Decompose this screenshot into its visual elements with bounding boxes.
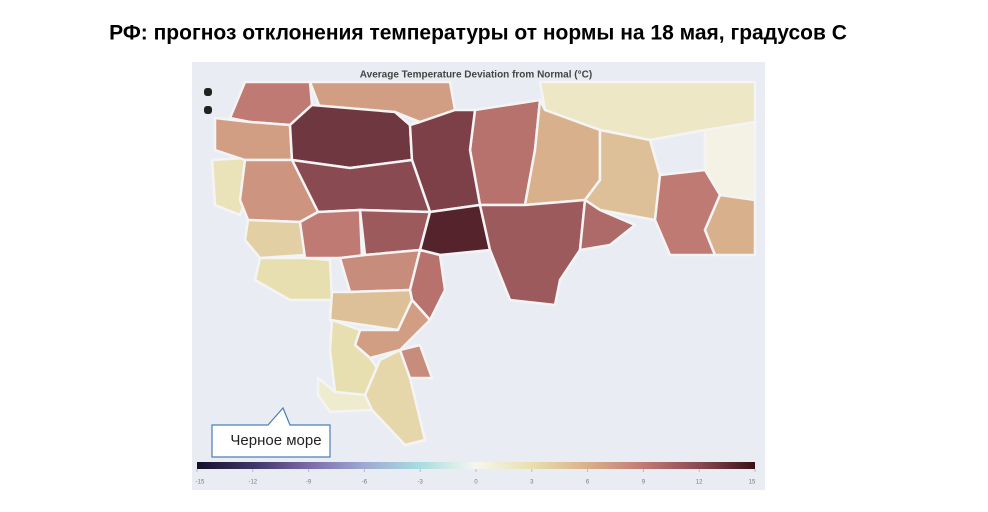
region: [243, 218, 307, 260]
colorbar-tick-label: 3: [530, 480, 534, 486]
map-title: Average Temperature Deviation from Norma…: [360, 70, 592, 81]
callout-box: [211, 406, 331, 458]
region: [478, 198, 587, 307]
map-control[interactable]: [204, 88, 212, 96]
colorbar-bar: [197, 462, 755, 469]
colorbar-tick-label: 15: [749, 480, 756, 486]
callout-label: Черное море: [230, 432, 321, 449]
region: [288, 103, 414, 170]
region: [578, 198, 637, 252]
colorbar-tick-label: -6: [362, 480, 368, 486]
colorbar-tick-label: 0: [474, 480, 478, 486]
region: [418, 203, 492, 257]
map-control[interactable]: [204, 106, 212, 114]
colorbar-tick-label: -12: [248, 480, 257, 486]
colorbar-tick-label: 9: [642, 480, 646, 486]
region: [298, 208, 364, 260]
region: [338, 248, 422, 294]
colorbar-tick-label: -9: [306, 480, 312, 486]
region: [703, 193, 757, 257]
colorbar-tick-label: -15: [196, 480, 205, 486]
colorbar-tick-label: 6: [586, 480, 590, 486]
regions: [210, 80, 757, 447]
page-title: РФ: прогноз отклонения температуры от но…: [109, 22, 847, 45]
region: [213, 116, 294, 162]
region: [398, 343, 434, 380]
colorbar-tick-label: -3: [418, 480, 424, 486]
colorbar-tick-label: 12: [696, 480, 703, 486]
region: [583, 128, 662, 222]
colorbar: -15 -12 -9 -6 -3 0 3 6 9 12 15: [196, 462, 756, 486]
